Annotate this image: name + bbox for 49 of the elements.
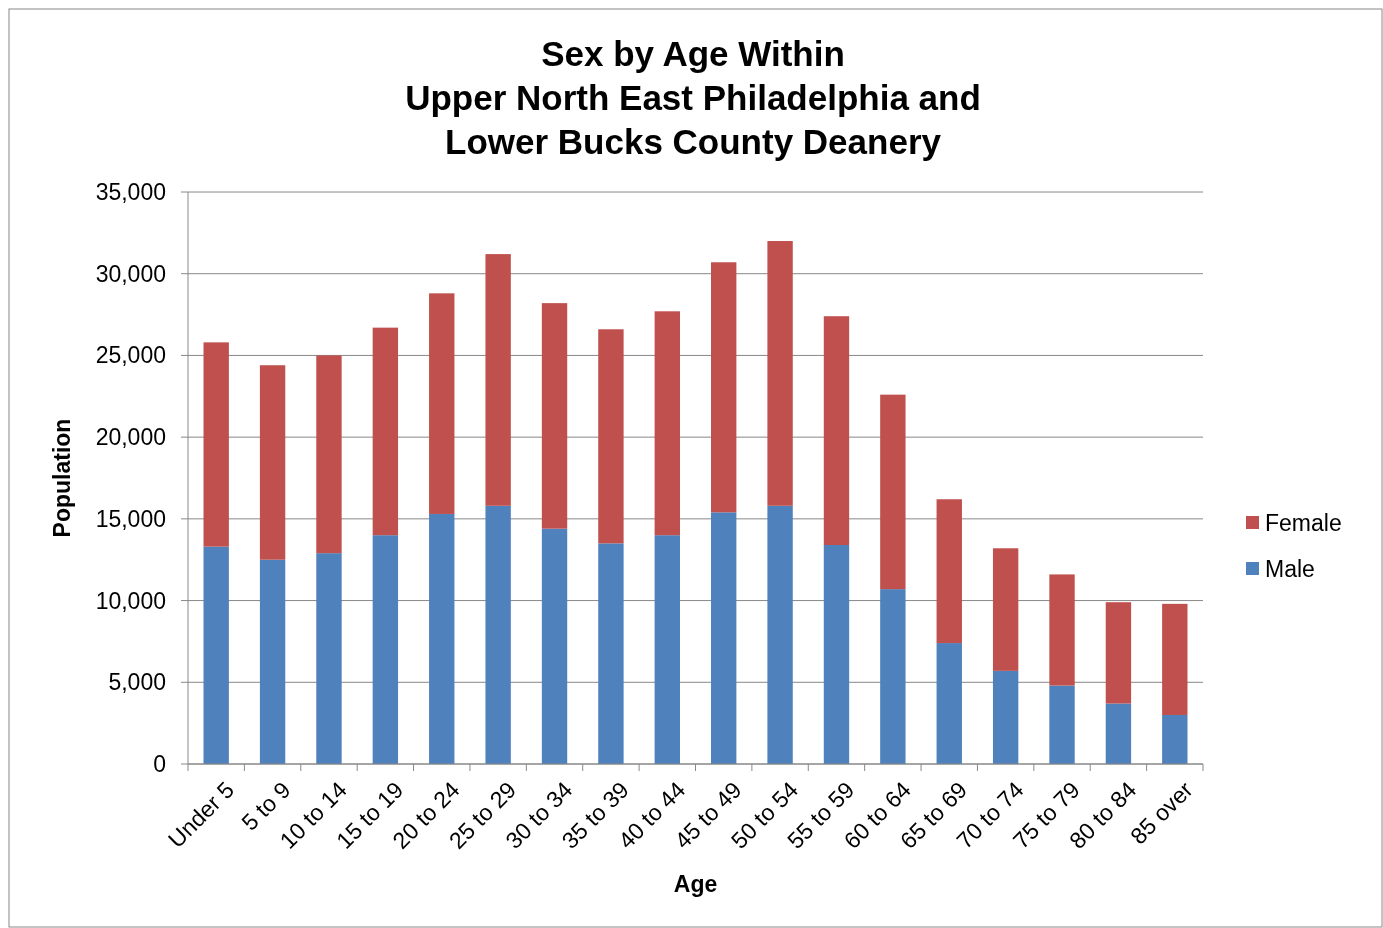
chart-title: Sex by Age Within Upper North East Philadelphia and Lower Bucks County Deanery — [405, 34, 981, 161]
x-axis-title: Age — [673, 871, 718, 897]
bar — [1049, 574, 1075, 686]
y-tick-label: 25,000 — [95, 342, 166, 369]
y-tick-label: 35,000 — [95, 179, 166, 206]
bar — [823, 545, 850, 764]
bar — [1162, 714, 1188, 764]
bar — [880, 394, 906, 590]
y-tick-label: 10,000 — [95, 587, 166, 614]
bar — [936, 643, 962, 764]
bar — [259, 559, 286, 764]
bar — [372, 535, 399, 764]
bar — [485, 254, 511, 506]
bar — [823, 316, 850, 546]
bar — [992, 548, 1019, 671]
bar — [711, 512, 737, 764]
bar — [598, 329, 624, 544]
bar — [992, 670, 1019, 764]
bar — [541, 528, 568, 764]
legend-label: Male — [1265, 556, 1315, 583]
y-axis-title: Population — [49, 418, 75, 538]
y-tick-label: 20,000 — [95, 424, 166, 451]
y-tick-label: 30,000 — [95, 260, 166, 287]
bar — [203, 546, 229, 764]
bar — [880, 589, 906, 764]
bar — [654, 311, 680, 536]
y-tick-label: 5,000 — [108, 669, 166, 696]
bar — [767, 505, 793, 764]
bar — [1105, 602, 1132, 704]
bar — [316, 553, 342, 764]
bar — [711, 262, 737, 513]
bar — [485, 505, 511, 764]
bar — [259, 365, 286, 560]
bar — [936, 499, 962, 644]
bar — [372, 327, 399, 536]
bar — [1049, 685, 1075, 764]
y-tick-label: 0 — [153, 751, 166, 778]
bar — [316, 355, 342, 554]
bar — [203, 342, 229, 547]
bar — [429, 293, 455, 514]
bar — [541, 303, 568, 529]
bar — [1162, 603, 1188, 715]
bar — [767, 241, 793, 506]
bar — [598, 543, 624, 764]
bar — [429, 513, 455, 764]
bar — [1105, 703, 1132, 764]
y-tick-label: 15,000 — [95, 505, 166, 532]
bar — [654, 535, 680, 764]
legend-label: Female — [1265, 510, 1342, 537]
